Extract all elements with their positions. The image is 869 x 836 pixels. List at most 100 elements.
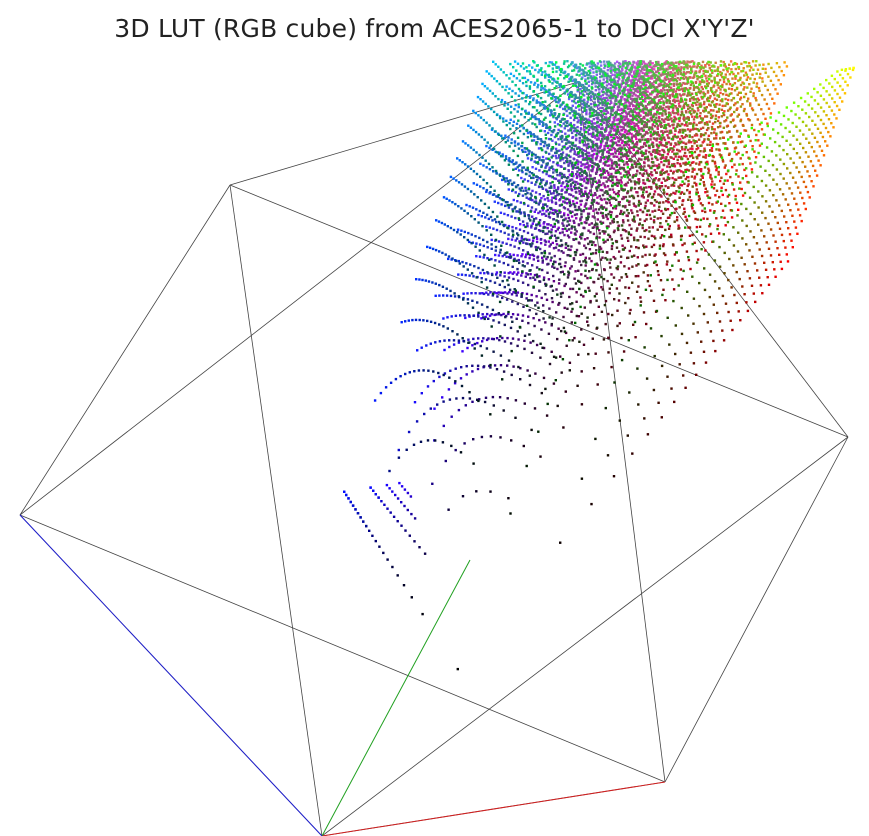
lut-point [462, 340, 466, 343]
lut-point [617, 203, 620, 206]
lut-point [551, 77, 555, 80]
lut-point [561, 175, 564, 178]
lut-point [501, 291, 505, 295]
lut-point [555, 311, 558, 314]
lut-point [647, 65, 650, 68]
lut-point [525, 172, 528, 176]
lut-point [542, 276, 546, 279]
lut-point [592, 367, 596, 370]
lut-point [567, 216, 570, 220]
lut-point [578, 175, 582, 178]
lut-point [587, 104, 591, 108]
lut-point [628, 125, 631, 128]
lut-point [604, 256, 607, 260]
lut-point [485, 144, 488, 148]
lut-point [645, 71, 648, 74]
lut-point [595, 138, 599, 141]
lut-point [540, 164, 543, 167]
lut-point [574, 186, 577, 189]
lut-point [562, 326, 566, 330]
lut-point [521, 319, 524, 322]
lut-point [544, 387, 547, 391]
lut-point [499, 248, 502, 252]
lut-point [601, 207, 604, 210]
lut-point [538, 156, 541, 159]
lut-point [537, 221, 541, 224]
lut-point [530, 133, 533, 136]
lut-point [579, 121, 582, 124]
lut-point [575, 217, 578, 220]
lut-point [637, 113, 641, 117]
lut-point [570, 227, 573, 230]
lut-point [541, 259, 544, 262]
lut-point [625, 184, 628, 187]
lut-point [452, 228, 456, 232]
lut-point [565, 90, 569, 93]
lut-point [657, 60, 660, 64]
lut-point [502, 223, 505, 227]
lut-point [581, 154, 584, 157]
lut-point [646, 209, 649, 213]
lut-point [640, 97, 643, 100]
lut-point [595, 73, 598, 76]
lut-point [586, 174, 589, 177]
lut-point [640, 188, 643, 191]
lut-point [596, 85, 600, 89]
lut-point [609, 214, 613, 217]
lut-point [614, 207, 618, 210]
lut-point [492, 292, 495, 296]
lut-point [653, 179, 656, 182]
lut-point [591, 252, 595, 255]
lut-point [540, 148, 544, 152]
lut-point [529, 81, 533, 84]
lut-point [550, 199, 553, 202]
lut-point [656, 270, 660, 273]
lut-point [576, 175, 579, 178]
lut-point [415, 278, 418, 281]
lut-point [557, 128, 560, 132]
lut-point [603, 303, 607, 307]
lut-point [578, 192, 581, 195]
lut-point [520, 176, 523, 180]
lut-point [550, 113, 554, 116]
lut-point [547, 73, 551, 77]
lut-point [538, 219, 542, 222]
lut-point [605, 128, 608, 132]
lut-point [441, 396, 444, 399]
lut-point [539, 104, 542, 107]
lut-point [487, 337, 490, 340]
lut-point [624, 70, 628, 73]
lut-point [606, 144, 609, 148]
lut-point [627, 170, 630, 173]
lut-point [620, 176, 623, 179]
lut-point [536, 95, 540, 98]
lut-point [511, 235, 514, 238]
lut-point [594, 103, 597, 107]
lut-point [531, 222, 534, 225]
lut-point [642, 93, 645, 96]
lut-point [574, 196, 577, 200]
lut-point [418, 546, 421, 549]
lut-point [509, 72, 513, 75]
lut-point [557, 236, 560, 240]
lut-point [579, 87, 582, 91]
lut-point [572, 175, 575, 178]
lut-point [656, 70, 659, 73]
lut-point [578, 108, 581, 111]
lut-point [588, 112, 591, 116]
lut-point [577, 160, 580, 163]
lut-point [591, 82, 594, 86]
lut-point [577, 205, 581, 209]
lut-point [633, 100, 637, 103]
lut-point [568, 64, 571, 67]
lut-point [650, 289, 653, 292]
lut-point [528, 383, 532, 387]
lut-point [560, 140, 564, 143]
lut-point [599, 75, 602, 79]
lut-point [526, 169, 530, 172]
lut-point [632, 70, 635, 73]
lut-point [605, 90, 609, 93]
lut-point [608, 96, 611, 99]
lut-point [534, 68, 537, 72]
